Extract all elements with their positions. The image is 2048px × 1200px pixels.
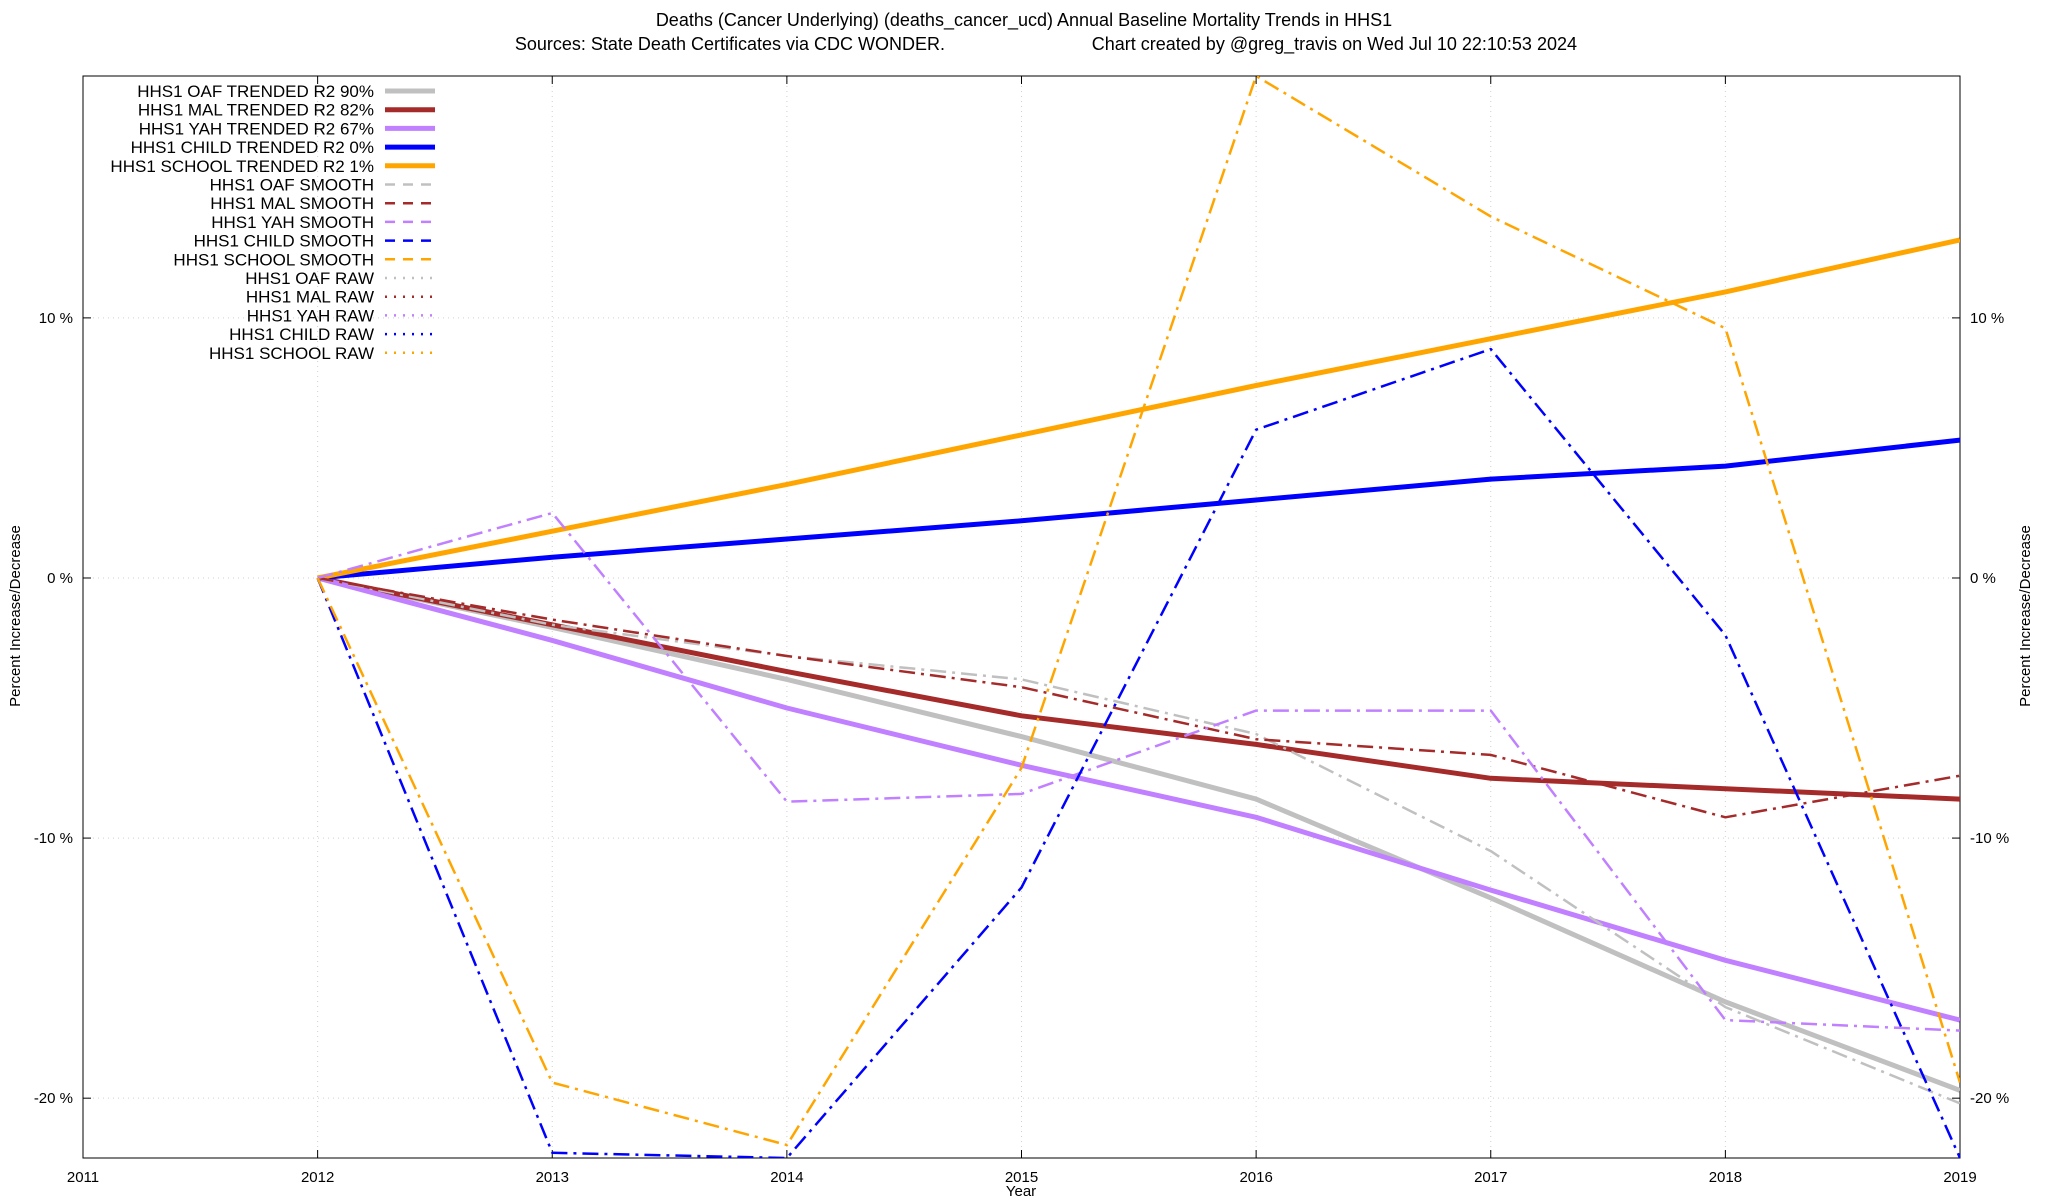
legend-entry-label: HHS1 CHILD SMOOTH (194, 232, 374, 251)
y-tick-label-right: -20 % (1970, 1090, 2009, 1107)
series-line-hhs1-oaf-trended-r2-90 (317, 575, 1960, 1093)
series-line-hhs1-oaf-smooth (317, 576, 1960, 1105)
chart-subtitle-credit: Chart created by @greg_travis on Wed Jul… (1092, 34, 1577, 55)
legend-entry-label: HHS1 YAH TRENDED R2 67% (139, 119, 374, 138)
legend-entry-label: HHS1 MAL SMOOTH (210, 194, 374, 213)
series-lines (316, 76, 1960, 1158)
y-tick-label-left: -20 % (34, 1090, 73, 1107)
grid (83, 76, 1960, 1158)
x-tick-label: 2019 (1943, 1169, 1976, 1186)
legend-entry-label: HHS1 OAF RAW (245, 269, 374, 288)
legend-entry-label: HHS1 MAL TRENDED R2 82% (138, 101, 374, 120)
x-tick-label: 2016 (1239, 1169, 1272, 1186)
series-line-hhs1-child-smooth (316, 347, 1960, 1158)
legend-entry-label: HHS1 OAF SMOOTH (210, 176, 374, 195)
y-axis-label-left: Percent Increase/Decrease (7, 525, 24, 707)
legend-entry-label: HHS1 SCHOOL RAW (209, 344, 374, 363)
series-line-hhs1-mal-smooth (317, 576, 1960, 819)
chart-title: Deaths (Cancer Underlying) (deaths_cance… (656, 10, 1392, 31)
legend-entry-label: HHS1 SCHOOL TRENDED R2 1% (110, 157, 374, 176)
x-tick-label: 2011 (67, 1169, 99, 1186)
series-line-hhs1-yah-trended-r2-67 (316, 575, 1960, 1023)
y-tick-label-left: 10 % (39, 310, 73, 327)
series-line-hhs1-mal-trended-r2-82 (317, 575, 1960, 802)
y-tick-label-left: -10 % (34, 830, 73, 847)
x-axis-label: Year (1006, 1183, 1036, 1200)
x-tick-label: 2013 (536, 1169, 569, 1186)
series-line-hhs1-school-smooth (316, 76, 1960, 1147)
y-tick-label-right: -10 % (1970, 830, 2009, 847)
legend-entry-label: HHS1 OAF TRENDED R2 90% (137, 82, 374, 101)
axis-ticks: 2011 2012 2013 2014 2015 2016 2017 2018 2019 10 %… (34, 76, 2009, 1186)
y-axis-label-right: Percent Increase/Decrease (2017, 525, 2034, 707)
y-tick-label-left: 0 % (47, 570, 73, 587)
series-line-hhs1-school-trended-r2-1 (317, 237, 1960, 581)
x-tick-label: 2014 (770, 1169, 803, 1186)
x-tick-label: 2015 (1005, 1169, 1038, 1186)
legend: HHS1 OAF TRENDED R2 90%HHS1 MAL TRENDED … (110, 82, 435, 363)
legend-entry-label: HHS1 YAH SMOOTH (211, 213, 374, 232)
legend-entry-label: HHS1 SCHOOL SMOOTH (173, 250, 374, 269)
chart-subtitle-source: Sources: State Death Certificates via CD… (515, 34, 945, 54)
legend-entry-label: HHS1 CHILD RAW (229, 325, 374, 344)
x-tick-label: 2012 (301, 1169, 334, 1186)
x-tick-label: 2018 (1709, 1169, 1742, 1186)
legend-entry-label: HHS1 YAH RAW (247, 306, 374, 325)
y-tick-label-right: 0 % (1970, 570, 1996, 587)
y-tick-label-right: 10 % (1970, 310, 2004, 327)
series-line-hhs1-child-trended-r2-0 (317, 437, 1960, 581)
legend-entry-label: HHS1 MAL RAW (246, 288, 374, 307)
series-line-hhs1-yah-smooth (317, 511, 1960, 1032)
legend-entry-label: HHS1 CHILD TRENDED R2 0% (131, 138, 374, 157)
x-tick-label: 2017 (1474, 1169, 1507, 1186)
